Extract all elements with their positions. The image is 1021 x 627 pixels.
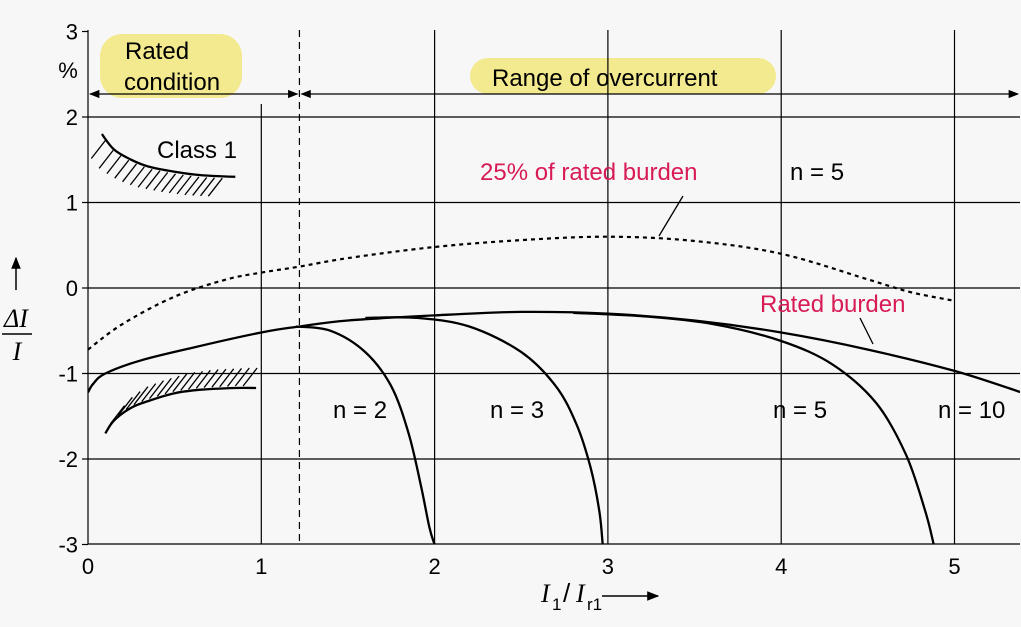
hatch-mark — [114, 159, 130, 179]
hatch-mark — [161, 173, 177, 193]
class-limit-upper — [100, 133, 236, 178]
n2-label: n = 2 — [333, 397, 387, 424]
hatch-mark — [149, 380, 165, 400]
hatch-mark — [188, 370, 204, 390]
x-tick-label: 1 — [255, 554, 267, 579]
burden-25-n-label: n = 5 — [790, 159, 844, 186]
x-axis-label: I 1 / I r1 — [540, 578, 660, 614]
y-tick-label: -3 — [58, 533, 78, 558]
hatch-mark — [164, 375, 180, 395]
hatch-mark — [137, 168, 153, 188]
x-tick-label: 0 — [82, 554, 94, 579]
hatch-mark — [203, 369, 219, 388]
hatch-mark — [117, 396, 133, 416]
x-label-sub1: 1 — [552, 595, 561, 614]
hatch-mark — [180, 371, 196, 391]
error-curves — [88, 235, 1020, 544]
hatch-mark — [145, 170, 161, 190]
series-n-10 — [88, 310, 1020, 394]
x-tick-label: 2 — [428, 554, 440, 579]
y-label-denominator: I — [12, 337, 23, 366]
x-tick-labels: 0 1 2 3 4 5 — [82, 554, 961, 579]
y-tick-label: -1 — [58, 362, 78, 387]
rated-burden-leader — [859, 317, 874, 345]
y-tick-label: 0 — [66, 276, 78, 301]
hatch-mark — [219, 368, 235, 388]
series-25-of-rated-burden — [88, 235, 955, 351]
hatch-mark — [172, 373, 188, 393]
hatch-mark — [207, 177, 223, 197]
rated-burden-label: Rated burden — [760, 291, 905, 318]
hatch-mark — [156, 377, 172, 397]
class-limit-lower — [104, 386, 257, 435]
hatch-mark — [176, 175, 192, 195]
rated-condition-label-1: Rated — [125, 38, 189, 65]
x-label-i1: I — [540, 579, 551, 608]
y-tick-labels: 3 2 1 0 -1 -2 -3 — [58, 20, 78, 558]
y-tick-label: 2 — [66, 105, 78, 130]
label-highlights — [100, 34, 776, 98]
overcurrent-range-label: Range of overcurrent — [492, 65, 718, 92]
n3-label: n = 3 — [490, 397, 544, 424]
burden-25-leader — [658, 195, 684, 237]
y-tick-label: 3 — [66, 20, 78, 45]
hatch-mark — [106, 155, 122, 174]
series-n-3 — [365, 316, 604, 544]
hatch-mark — [226, 368, 243, 387]
series-n-5 — [573, 311, 935, 544]
class-limit-hatching — [90, 133, 258, 435]
rated-condition-highlight — [100, 34, 242, 98]
hatch-mark — [211, 368, 227, 388]
hatch-mark — [90, 140, 106, 159]
class-1-label: Class 1 — [157, 137, 237, 164]
x-label-sub2: r1 — [587, 595, 602, 614]
hatch-mark — [98, 149, 114, 169]
x-tick-label: 3 — [602, 554, 614, 579]
hatch-mark — [110, 405, 126, 425]
x-label-slash: / — [563, 578, 571, 608]
y-tick-label: -2 — [58, 447, 78, 472]
hatch-mark — [125, 391, 141, 410]
n5-label: n = 5 — [773, 397, 827, 424]
overcurrent-highlight — [470, 58, 776, 94]
n10-label: n = 10 — [938, 397, 1005, 424]
rated-condition-label-2: condition — [124, 69, 220, 96]
hatch-mark — [195, 369, 211, 389]
series-n-2 — [295, 325, 436, 544]
hatch-mark — [129, 166, 145, 186]
hatch-mark — [122, 163, 138, 183]
grid-lines — [82, 30, 1020, 546]
hatch-mark — [153, 171, 169, 191]
burden-25-label: 25% of rated burden — [480, 159, 698, 186]
x-tick-label: 4 — [775, 554, 787, 579]
hatch-mark — [141, 383, 157, 402]
y-label-numerator: ΔI — [3, 304, 29, 333]
y-tick-label: 1 — [66, 191, 78, 216]
hatch-mark — [192, 177, 208, 196]
hatch-mark — [199, 177, 216, 197]
y-unit-label: % — [58, 58, 78, 83]
hatch-mark — [133, 386, 149, 406]
x-label-i2: I — [575, 579, 586, 608]
hatch-mark — [184, 176, 200, 196]
x-tick-label: 5 — [948, 554, 960, 579]
hatch-mark — [168, 174, 184, 194]
hatch-mark — [234, 367, 250, 387]
hatch-mark — [242, 367, 258, 387]
y-axis-label: ΔI I — [2, 256, 32, 366]
